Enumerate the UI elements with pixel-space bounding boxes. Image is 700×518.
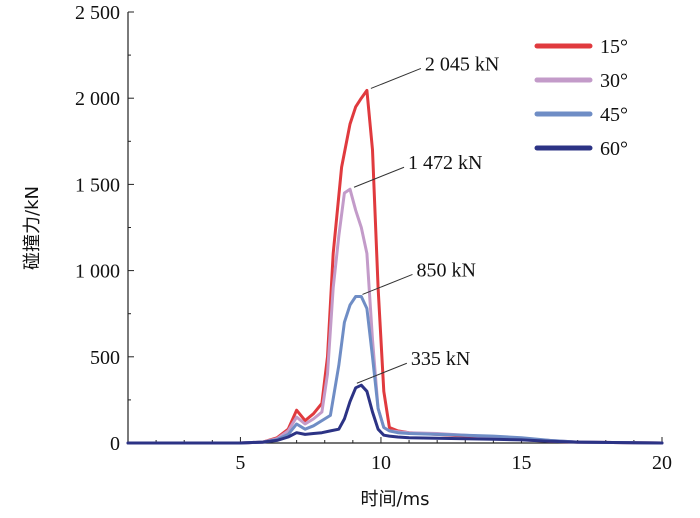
series-line-3 bbox=[126, 383, 664, 445]
y-tick-label: 500 bbox=[90, 347, 120, 369]
series-line-1 bbox=[126, 187, 664, 445]
series-line-2 bbox=[126, 295, 664, 445]
annotation-leader bbox=[370, 67, 422, 89]
annotation-leader bbox=[353, 166, 405, 188]
y-tick-label: 2 500 bbox=[75, 2, 120, 24]
legend-label: 45° bbox=[600, 104, 628, 126]
plot-area: 5 10 15 20 0 500 1 000 1 500 2 000 2 500 2 045 k… bbox=[75, 2, 672, 474]
x-axis-title: 时间/ms bbox=[361, 489, 430, 510]
legend: 15° 30° 45° 60° bbox=[534, 36, 628, 160]
legend-label: 15° bbox=[600, 36, 628, 58]
y-tick-label: 0 bbox=[110, 433, 120, 455]
x-ticks: 5 10 15 20 bbox=[155, 437, 672, 474]
y-tick-label: 1 000 bbox=[75, 261, 120, 283]
annotation-label: 335 kN bbox=[411, 348, 470, 370]
series-lines bbox=[126, 88, 664, 445]
series-line-0 bbox=[126, 88, 664, 445]
annotation-leader bbox=[362, 273, 413, 295]
x-tick-label: 20 bbox=[652, 452, 672, 474]
x-tick-label: 5 bbox=[235, 452, 245, 474]
annotation-label: 2 045 kN bbox=[425, 53, 499, 75]
y-axis-title: 碰撞力/kN bbox=[22, 186, 43, 270]
annotation-label: 850 kN bbox=[416, 259, 475, 281]
legend-label: 60° bbox=[600, 138, 628, 160]
annotation-label: 1 472 kN bbox=[408, 152, 482, 174]
annotation-leader bbox=[356, 362, 408, 384]
annotations: 2 045 kN 1 472 kN 850 kN 335 kN bbox=[353, 53, 499, 384]
y-ticks: 0 500 1 000 1 500 2 000 2 500 bbox=[75, 2, 134, 455]
y-tick-label: 1 500 bbox=[75, 174, 120, 196]
y-tick-label: 2 000 bbox=[75, 88, 120, 110]
legend-label: 30° bbox=[600, 70, 628, 92]
x-tick-label: 10 bbox=[371, 452, 391, 474]
x-tick-label: 15 bbox=[511, 452, 531, 474]
